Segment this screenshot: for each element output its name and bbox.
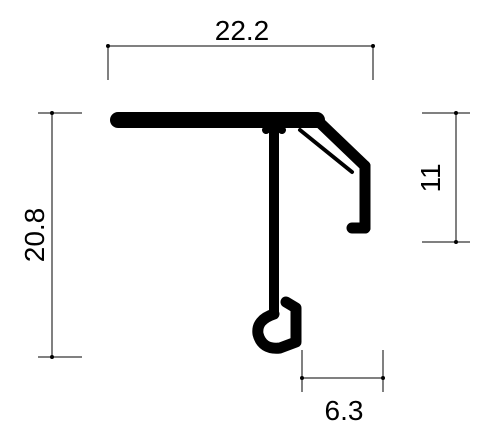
dimension-label-width-top: 22.2 — [215, 15, 270, 46]
dimension-width-bottom: 6.3 — [300, 350, 385, 426]
dimension-label-width-bottom: 6.3 — [325, 395, 364, 426]
dimension-label-height-left: 20.8 — [19, 208, 50, 263]
profile-inner-slope — [298, 128, 354, 174]
dimension-label-height-right: 11 — [415, 163, 446, 192]
dimension-width-top: 22.2 — [106, 15, 375, 80]
profile-bottom-hook — [252, 296, 302, 354]
dimension-height-right: 11 — [415, 111, 470, 244]
dimension-height-left: 20.8 — [19, 111, 82, 359]
profile-slanted-arm — [311, 114, 371, 172]
extrusion-profile — [110, 112, 371, 354]
profile-stem-fillet — [262, 123, 286, 134]
